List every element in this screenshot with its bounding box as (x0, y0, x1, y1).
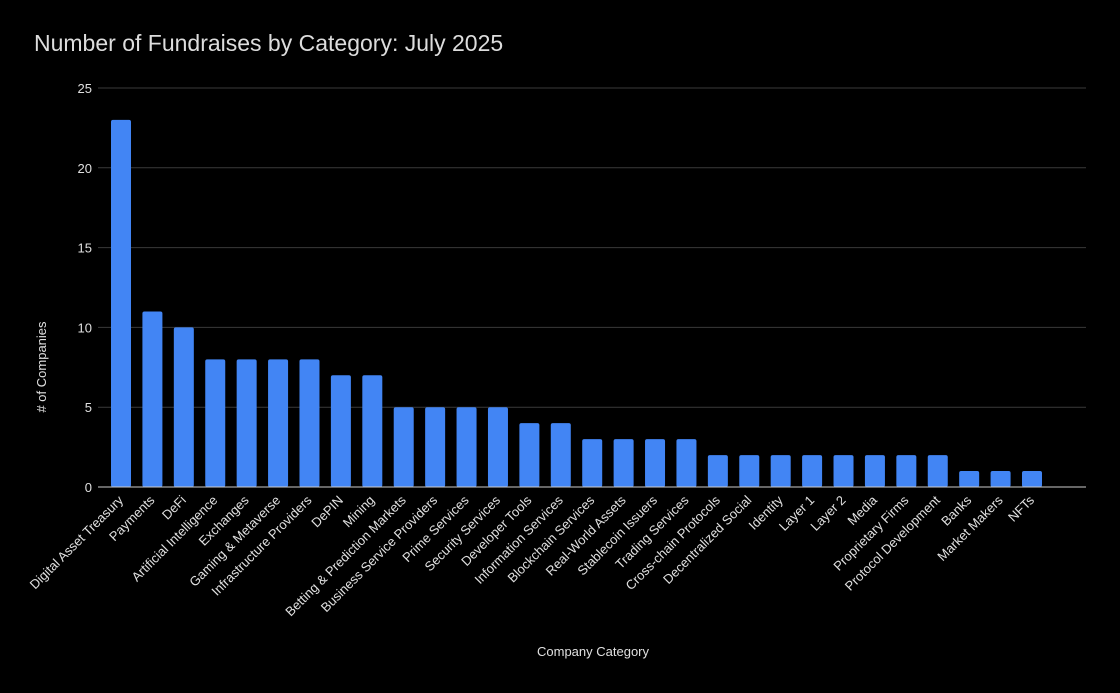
bar (487, 407, 508, 487)
x-tick-label: NFTs (1005, 492, 1037, 524)
bar (236, 359, 257, 487)
bar (927, 455, 948, 487)
bar (425, 407, 446, 487)
bar (896, 455, 917, 487)
chart-title: Number of Fundraises by Category: July 2… (34, 30, 504, 56)
bar (645, 439, 666, 487)
bar (362, 375, 383, 487)
bar (1022, 471, 1042, 487)
bar (550, 423, 571, 487)
bar (582, 439, 603, 487)
bar (330, 375, 351, 487)
bar (299, 359, 320, 487)
bar (802, 455, 823, 487)
bar (707, 455, 728, 487)
bar (393, 407, 414, 487)
bar (676, 439, 697, 487)
bar (519, 423, 540, 487)
y-tick-label: 25 (78, 81, 92, 96)
bar (959, 471, 980, 487)
bar (770, 455, 791, 487)
bar (173, 327, 194, 487)
gridlines (98, 87, 1086, 408)
bar (990, 471, 1011, 487)
x-tick-label: Layer 2 (807, 493, 848, 534)
bar (864, 455, 885, 487)
y-axis-title: # of Companies (34, 321, 49, 413)
y-tick-label: 10 (78, 320, 92, 335)
x-tick-label: DePIN (308, 493, 346, 531)
bar (111, 119, 131, 488)
x-axis-title: Company Category (537, 644, 649, 659)
y-tick-label: 0 (85, 480, 92, 495)
y-tick-label: 5 (85, 400, 92, 415)
bar (833, 455, 854, 487)
bar (142, 311, 163, 487)
bars (111, 119, 1042, 488)
bar (739, 455, 760, 487)
y-tick-label: 20 (78, 161, 92, 176)
x-tick-label: Digital Asset Treasury (27, 492, 127, 592)
bar (613, 439, 634, 487)
bar (268, 359, 289, 487)
y-tick-label: 15 (78, 241, 92, 256)
bar (205, 359, 226, 487)
y-axis-ticks: 0 5 10 15 20 25 (78, 81, 92, 495)
bar (456, 407, 477, 487)
